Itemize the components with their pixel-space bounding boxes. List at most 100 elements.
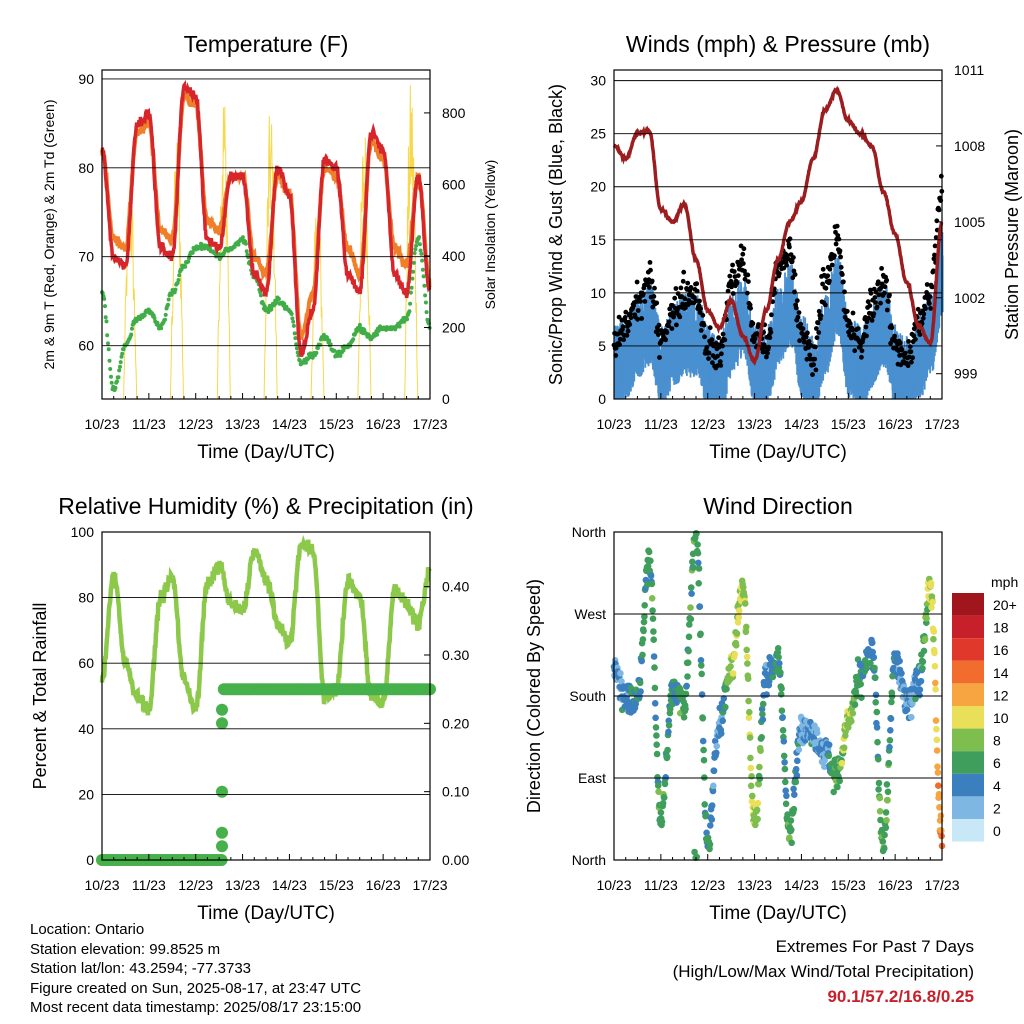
- dewpoint-point: [332, 348, 337, 353]
- direction-point: [709, 787, 717, 795]
- direction-point: [927, 579, 935, 587]
- dewpoint-point: [152, 316, 157, 321]
- temp-y-tick-label: 90: [78, 71, 94, 87]
- direction-point: [857, 680, 864, 688]
- dewpoint-point: [418, 248, 423, 253]
- gust-point: [889, 325, 895, 331]
- wind-series: [614, 232, 944, 399]
- direction-point: [889, 672, 896, 680]
- dewpoint-point: [303, 360, 308, 365]
- gust-point: [864, 333, 869, 339]
- gust-point: [750, 321, 756, 326]
- temp-x-tick-label: 11/23: [132, 416, 166, 432]
- gust-point: [627, 322, 633, 327]
- direction-point: [879, 838, 887, 845]
- gust-point: [666, 319, 672, 325]
- rh-y2-tick-label: 0.10: [442, 784, 469, 800]
- gust-point: [927, 294, 933, 300]
- direction-point: [744, 660, 751, 667]
- direction-point: [936, 804, 943, 811]
- gust-point: [717, 359, 723, 364]
- legend-swatch: [952, 660, 984, 684]
- direction-point: [698, 662, 705, 669]
- direction-point: [791, 791, 798, 798]
- direction-point: [792, 778, 800, 786]
- direction-point: [650, 628, 657, 635]
- gust-point: [680, 278, 686, 284]
- gust-point: [715, 353, 720, 359]
- dewpoint-point: [407, 309, 412, 314]
- gust-point: [776, 271, 782, 276]
- direction-point: [747, 754, 754, 762]
- gust-point: [811, 362, 816, 367]
- direction-point: [636, 679, 644, 687]
- direction-point: [651, 664, 658, 671]
- direction-point: [645, 548, 653, 556]
- dewpoint-point: [118, 360, 123, 365]
- direction-point: [779, 727, 787, 734]
- direction-point: [788, 826, 795, 834]
- gust-point: [739, 257, 744, 263]
- direction-point: [640, 618, 648, 626]
- temp-y2-tick-label: 0: [442, 391, 450, 407]
- gust-point: [812, 344, 818, 350]
- legend-label: 14: [993, 665, 1009, 681]
- gust-point: [886, 299, 891, 304]
- gust-point: [838, 254, 843, 260]
- gust-point: [707, 325, 713, 331]
- gust-point: [706, 350, 712, 356]
- wind-y2-tick-label: 1011: [954, 62, 984, 78]
- direction-point: [877, 816, 884, 824]
- gust-point: [765, 350, 770, 356]
- direction-point: [713, 742, 720, 750]
- direction-point: [684, 673, 691, 680]
- gust-point: [915, 306, 921, 312]
- gust-point: [709, 337, 715, 343]
- direction-point: [648, 580, 656, 588]
- direction-point: [664, 746, 671, 754]
- direction-point: [759, 710, 766, 718]
- gust-point: [842, 289, 847, 295]
- wind-bar: [941, 255, 944, 313]
- gust-point: [928, 306, 933, 311]
- gust-point: [654, 300, 660, 306]
- dewpoint-point: [318, 342, 323, 347]
- direction-point: [653, 750, 661, 758]
- direction-point: [774, 645, 782, 652]
- direction-point: [875, 755, 882, 763]
- direction-point: [650, 653, 658, 660]
- gust-point: [639, 316, 644, 321]
- gust-point: [748, 305, 753, 311]
- direction-point: [688, 590, 695, 597]
- gust-point: [813, 367, 819, 373]
- gust-point: [642, 299, 648, 304]
- dewpoint-point: [289, 312, 294, 316]
- gust-point: [697, 298, 702, 304]
- direction-point: [756, 763, 763, 771]
- direction-point: [876, 794, 884, 802]
- rh-x-tick-label: 14/23: [272, 877, 307, 893]
- gust-point: [865, 299, 871, 305]
- latlon-text: Station lat/lon: 43.2594; -77.3733: [30, 960, 252, 977]
- direction-point: [743, 653, 751, 661]
- dewpoint-point: [405, 317, 410, 322]
- gust-point: [722, 337, 728, 343]
- gust-point: [698, 328, 704, 333]
- direction-point: [665, 728, 672, 736]
- direction-point: [930, 635, 937, 643]
- gust-point: [651, 294, 657, 299]
- direction-point: [780, 752, 788, 760]
- direction-point: [687, 604, 694, 611]
- gust-point: [931, 256, 937, 262]
- direction-point: [744, 675, 752, 682]
- dir-y-tick-label: South: [569, 688, 606, 704]
- direction-point: [747, 782, 755, 790]
- direction-point: [782, 800, 790, 808]
- direction-point: [916, 691, 923, 699]
- direction-point: [867, 659, 874, 667]
- direction-point: [821, 763, 828, 770]
- direction-point: [658, 818, 666, 825]
- gust-point: [835, 233, 841, 238]
- legend-swatch: [952, 819, 984, 842]
- dewpoint-point: [408, 301, 413, 306]
